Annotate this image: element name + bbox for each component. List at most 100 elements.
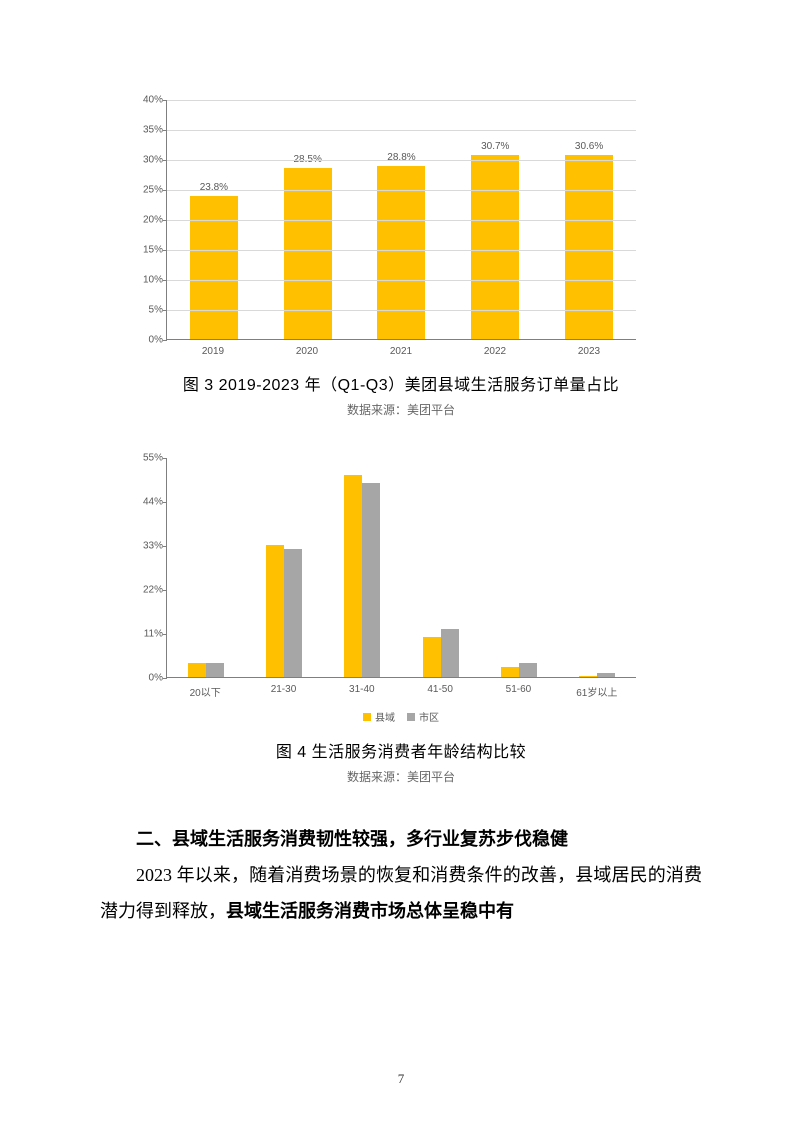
chart1-ytick — [163, 220, 167, 221]
chart1-ytick — [163, 280, 167, 281]
chart2-plot: 0%11%22%33%44%55% — [166, 458, 636, 678]
chart2-ylabel: 11% — [133, 629, 163, 640]
chart2-xlabel: 31-40 — [337, 684, 387, 699]
chart1-gridline — [167, 310, 636, 311]
chart2-legend-swatch — [407, 713, 415, 721]
chart2-ylabel: 0% — [133, 673, 163, 684]
chart1-value-label: 30.7% — [481, 141, 509, 152]
chart1-gridline — [167, 100, 636, 101]
chart1-ylabel: 40% — [133, 95, 163, 106]
chart2-bar — [362, 483, 380, 677]
chart2-legend-swatch — [363, 713, 371, 721]
chart2-xlabel: 20以下 — [180, 684, 230, 699]
chart2-group — [423, 629, 459, 677]
page-number: 7 — [0, 1071, 802, 1087]
chart1-source: 数据来源：美团平台 — [100, 401, 702, 418]
chart2-legend-item: 县域 — [363, 709, 395, 724]
body-text: 二、县域生活服务消费韧性较强，多行业复苏步伐稳健 2023 年以来，随着消费场景… — [100, 821, 702, 929]
chart1: 23.8%28.5%28.8%30.7%30.6% 0%5%10%15%20%2… — [166, 100, 636, 357]
chart1-value-label: 23.8% — [200, 182, 228, 193]
chart1-gridline — [167, 280, 636, 281]
chart1-ylabel: 30% — [133, 155, 163, 166]
chart1-bar — [377, 166, 425, 339]
chart1-xlabel: 2020 — [283, 346, 331, 357]
chart2-legend-item: 市区 — [407, 709, 439, 724]
chart1-xaxis: 2019 2020 2021 2022 2023 — [166, 346, 636, 357]
chart2-legend-label: 县域 — [375, 709, 395, 724]
chart2-bar — [579, 676, 597, 677]
chart2-xaxis: 20以下 21-30 31-40 41-50 51-60 61岁以上 — [166, 684, 636, 699]
chart1-bar — [190, 196, 238, 339]
chart2: 0%11%22%33%44%55% 20以下 21-30 31-40 41-50 51-… — [166, 458, 636, 724]
chart1-gridline — [167, 160, 636, 161]
chart2-xlabel: 51-60 — [493, 684, 543, 699]
chart1-bar-wrap: 28.8% — [377, 166, 425, 339]
chart1-gridline — [167, 220, 636, 221]
chart1-caption: 图 3 2019-2023 年（Q1-Q3）美团县域生活服务订单量占比 — [100, 371, 702, 395]
chart2-ytick — [163, 678, 167, 679]
chart2-bar — [266, 545, 284, 677]
chart2-bar — [501, 667, 519, 677]
chart2-bar — [423, 637, 441, 677]
chart1-bar-wrap: 23.8% — [190, 196, 238, 339]
chart1-ytick — [163, 100, 167, 101]
chart1-gridline — [167, 250, 636, 251]
chart1-xlabel: 2021 — [377, 346, 425, 357]
chart2-ytick — [163, 458, 167, 459]
chart1-ylabel: 5% — [133, 305, 163, 316]
chart2-ytick — [163, 590, 167, 591]
chart1-value-label: 28.8% — [387, 152, 415, 163]
chart1-bar-wrap: 28.5% — [284, 168, 332, 339]
chart1-bar — [284, 168, 332, 339]
chart2-xlabel: 21-30 — [258, 684, 308, 699]
chart1-gridline — [167, 130, 636, 131]
chart2-ylabel: 44% — [133, 497, 163, 508]
chart2-bar — [441, 629, 459, 677]
chart2-ylabel: 22% — [133, 585, 163, 596]
chart2-ytick — [163, 634, 167, 635]
chart1-bar — [565, 155, 613, 339]
paragraph: 2023 年以来，随着消费场景的恢复和消费条件的改善，县域居民的消费潜力得到释放… — [100, 857, 702, 929]
chart1-xlabel: 2019 — [189, 346, 237, 357]
chart1-bar-wrap: 30.6% — [565, 155, 613, 339]
chart2-ytick — [163, 502, 167, 503]
chart2-bars — [167, 458, 636, 677]
chart2-bar — [597, 673, 615, 677]
chart1-bar — [471, 155, 519, 339]
chart1-bar-wrap: 30.7% — [471, 155, 519, 339]
chart1-gridline — [167, 190, 636, 191]
chart1-ylabel: 10% — [133, 275, 163, 286]
chart1-plot: 23.8%28.5%28.8%30.7%30.6% 0%5%10%15%20%2… — [166, 100, 636, 340]
chart2-bar — [206, 663, 224, 677]
chart2-source: 数据来源：美团平台 — [100, 768, 702, 785]
chart2-legend-label: 市区 — [419, 709, 439, 724]
chart2-ylabel: 55% — [133, 453, 163, 464]
chart1-value-label: 30.6% — [575, 141, 603, 152]
chart2-xlabel: 41-50 — [415, 684, 465, 699]
chart2-group — [266, 545, 302, 677]
chart1-ytick — [163, 250, 167, 251]
chart1-xlabel: 2022 — [471, 346, 519, 357]
chart2-bar — [284, 549, 302, 677]
chart1-ylabel: 35% — [133, 125, 163, 136]
chart2-bar — [188, 663, 206, 677]
chart2-ylabel: 33% — [133, 541, 163, 552]
chart2-ytick — [163, 546, 167, 547]
chart2-caption: 图 4 生活服务消费者年龄结构比较 — [100, 738, 702, 762]
section-heading: 二、县域生活服务消费韧性较强，多行业复苏步伐稳健 — [100, 821, 702, 857]
chart2-group — [344, 475, 380, 677]
chart1-ytick — [163, 340, 167, 341]
chart2-group — [188, 663, 224, 677]
chart2-legend: 县域 市区 — [166, 709, 636, 724]
chart1-ytick — [163, 190, 167, 191]
chart1-ytick — [163, 130, 167, 131]
chart2-bar — [519, 663, 537, 677]
chart2-xlabel: 61岁以上 — [572, 684, 622, 699]
chart1-xlabel: 2023 — [565, 346, 613, 357]
chart1-ytick — [163, 310, 167, 311]
para-bold: 县域生活服务消费市场总体呈稳中有 — [226, 901, 514, 921]
chart2-group — [501, 663, 537, 677]
chart1-ylabel: 15% — [133, 245, 163, 256]
chart1-ylabel: 0% — [133, 335, 163, 346]
chart1-ytick — [163, 160, 167, 161]
